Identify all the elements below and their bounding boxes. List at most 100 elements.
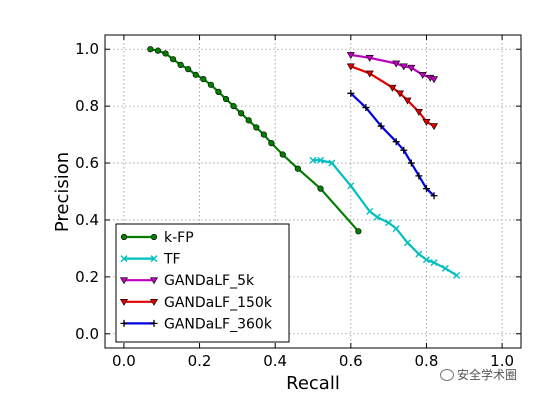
data-point — [309, 156, 317, 164]
x-tick-label: 1.0 — [490, 352, 514, 370]
legend-entry: TF — [120, 252, 181, 268]
data-point — [192, 71, 199, 78]
data-point — [366, 207, 374, 215]
y-tick-label: 0.4 — [75, 211, 99, 229]
data-point — [403, 97, 412, 105]
series-k-fp — [147, 46, 362, 235]
legend-marker — [149, 277, 159, 285]
data-point — [430, 192, 438, 200]
data-point — [347, 182, 355, 190]
legend-label: GANDaLF_150k — [164, 295, 273, 311]
data-point — [395, 90, 405, 98]
data-point — [453, 271, 461, 279]
data-point — [317, 156, 325, 164]
series-tf — [309, 156, 461, 279]
y-tick-label: 0.0 — [75, 325, 99, 343]
wechat-icon — [440, 368, 454, 381]
data-point — [422, 256, 430, 264]
data-point — [415, 250, 423, 258]
y-tick-label: 0.6 — [75, 154, 99, 172]
data-point — [415, 172, 423, 180]
data-point — [207, 81, 214, 88]
y-tick-label: 0.8 — [75, 97, 99, 115]
data-point — [388, 84, 397, 92]
data-point — [400, 146, 408, 154]
data-point — [147, 46, 154, 53]
legend-marker — [150, 233, 158, 241]
legend-marker — [119, 299, 129, 306]
data-point — [422, 118, 431, 126]
data-point — [245, 117, 252, 124]
legend-marker — [120, 255, 128, 263]
y-axis-label: Precision — [52, 152, 73, 232]
y-tick-label: 0.2 — [75, 268, 99, 286]
data-point — [355, 228, 362, 235]
data-point — [347, 89, 355, 97]
legend-marker — [150, 319, 158, 327]
data-point — [222, 95, 230, 103]
watermark: 安全学术圈 — [440, 366, 517, 383]
x-tick-label: 0.8 — [415, 352, 439, 370]
series-gandalf-150k — [346, 63, 439, 131]
data-point — [365, 70, 374, 78]
legend-label: TF — [163, 252, 181, 268]
ticks: 0.0 0.2 0.4 0.6 0.8 1.0 0.0 0.2 0.4 0.6 0.8 1.0 — [75, 35, 521, 370]
data-point — [385, 219, 393, 227]
legend-marker — [150, 255, 158, 263]
series-gandalf-360k — [347, 89, 438, 200]
legend-entry: GANDaLF_5k — [119, 273, 255, 289]
data-point — [430, 259, 438, 267]
data-point — [392, 138, 400, 146]
series-layer — [147, 46, 461, 279]
data-point — [429, 76, 439, 84]
legend-marker — [149, 299, 159, 306]
data-point — [429, 123, 439, 131]
data-point — [373, 213, 381, 221]
data-point — [362, 104, 370, 112]
legend-label: GANDaLF_360k — [164, 316, 273, 332]
legend-marker — [119, 277, 129, 285]
legend: k-FP TF GANDaLF_5k GANDaLF_150k GANDaLF_360k — [115, 223, 290, 343]
data-point — [377, 122, 385, 130]
data-point — [268, 140, 275, 147]
data-point — [404, 239, 412, 247]
legend-entry: k-FP — [120, 230, 194, 246]
x-tick-label: 0.0 — [112, 352, 136, 370]
legend-marker — [120, 319, 128, 327]
data-point — [346, 63, 355, 71]
data-point — [215, 88, 222, 96]
x-tick-label: 0.4 — [263, 352, 287, 370]
data-point — [317, 185, 324, 192]
legend-marker — [120, 233, 128, 241]
data-point — [407, 159, 415, 167]
data-point — [392, 60, 401, 68]
plot-frame — [104, 34, 522, 349]
x-axis-label: Recall — [286, 373, 340, 394]
x-tick-label: 0.2 — [188, 352, 212, 370]
data-point — [328, 159, 336, 167]
data-point — [414, 109, 423, 116]
y-tick-label: 1.0 — [75, 40, 99, 58]
legend-entry: GANDaLF_360k — [120, 316, 273, 332]
data-point — [177, 61, 184, 68]
data-point — [238, 110, 245, 117]
data-point — [279, 151, 286, 158]
legend-entry: GANDaLF_150k — [119, 295, 273, 311]
data-point — [392, 224, 400, 232]
data-point — [200, 76, 207, 83]
data-point — [253, 124, 260, 131]
data-point — [185, 66, 192, 73]
x-tick-label: 0.6 — [339, 352, 363, 370]
data-point — [346, 52, 355, 60]
data-point — [294, 165, 301, 172]
series-gandalf-5k — [346, 52, 439, 84]
watermark-text: 安全学术圈 — [457, 368, 518, 382]
legend-label: GANDaLF_5k — [164, 273, 255, 289]
data-point — [418, 72, 427, 79]
legend-label: k-FP — [164, 230, 194, 246]
data-point — [162, 50, 169, 57]
data-point — [260, 131, 267, 138]
data-point — [407, 64, 416, 72]
data-point — [422, 185, 430, 193]
